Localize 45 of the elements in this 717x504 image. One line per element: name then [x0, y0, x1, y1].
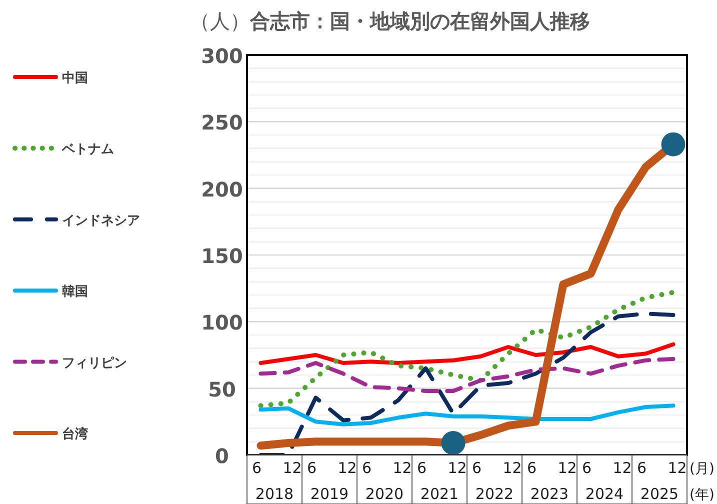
line-series: [258, 342, 676, 365]
text: 2020: [365, 485, 404, 503]
y-tick-label: 100: [201, 310, 243, 335]
x-tick-label: 6: [526, 459, 537, 477]
text: 2024: [585, 485, 624, 503]
x-tick-label: 6: [252, 459, 262, 477]
x-tick-label: 6: [362, 459, 372, 477]
x-tick-label: 12: [502, 459, 522, 477]
text: 2025: [640, 485, 679, 503]
y-tick-label: 300: [201, 44, 243, 68]
legend-label: 中国: [62, 71, 88, 86]
x-tick-label: 12: [558, 459, 577, 477]
x-tick-label: 12: [668, 459, 687, 477]
y-tick-label: 150: [201, 244, 243, 268]
legend-label: ベトナム: [61, 142, 114, 158]
text: 2023: [530, 485, 569, 503]
text: (年): [690, 487, 714, 503]
text: 2022: [475, 485, 514, 503]
text: 2018: [255, 485, 294, 503]
text: 2021: [420, 485, 459, 503]
text: (月): [690, 461, 714, 477]
y-tick-label: 0: [215, 444, 229, 468]
text: 2019: [310, 485, 349, 503]
legend-label: フィリピン: [62, 356, 127, 371]
line-series: [258, 404, 676, 426]
y-tick-label: 250: [201, 110, 243, 135]
legend-label: 台湾: [62, 426, 88, 442]
line-series: [258, 357, 676, 393]
legend-label: インドネシア: [62, 213, 140, 228]
x-tick-label: 12: [338, 459, 357, 477]
y-tick-label: 200: [201, 177, 243, 202]
x-tick-label: 12: [392, 459, 412, 477]
y-axis-title: （人）: [190, 9, 250, 33]
chart-title: 合志市：国・地域別の在留外国人推移: [249, 9, 590, 33]
legend-label: 韓国: [62, 284, 88, 300]
line-series: [258, 312, 676, 457]
x-tick-label: 6: [416, 459, 427, 477]
x-tick-label: 6: [582, 459, 592, 477]
x-tick-label: 12: [612, 459, 632, 477]
x-tick-label: 6: [636, 459, 647, 477]
x-tick-label: 12: [282, 459, 302, 477]
x-tick-label: 6: [472, 459, 482, 477]
y-tick-label: 50: [208, 377, 236, 402]
x-tick-label: 12: [448, 459, 467, 477]
x-tick-label: 6: [306, 459, 317, 477]
